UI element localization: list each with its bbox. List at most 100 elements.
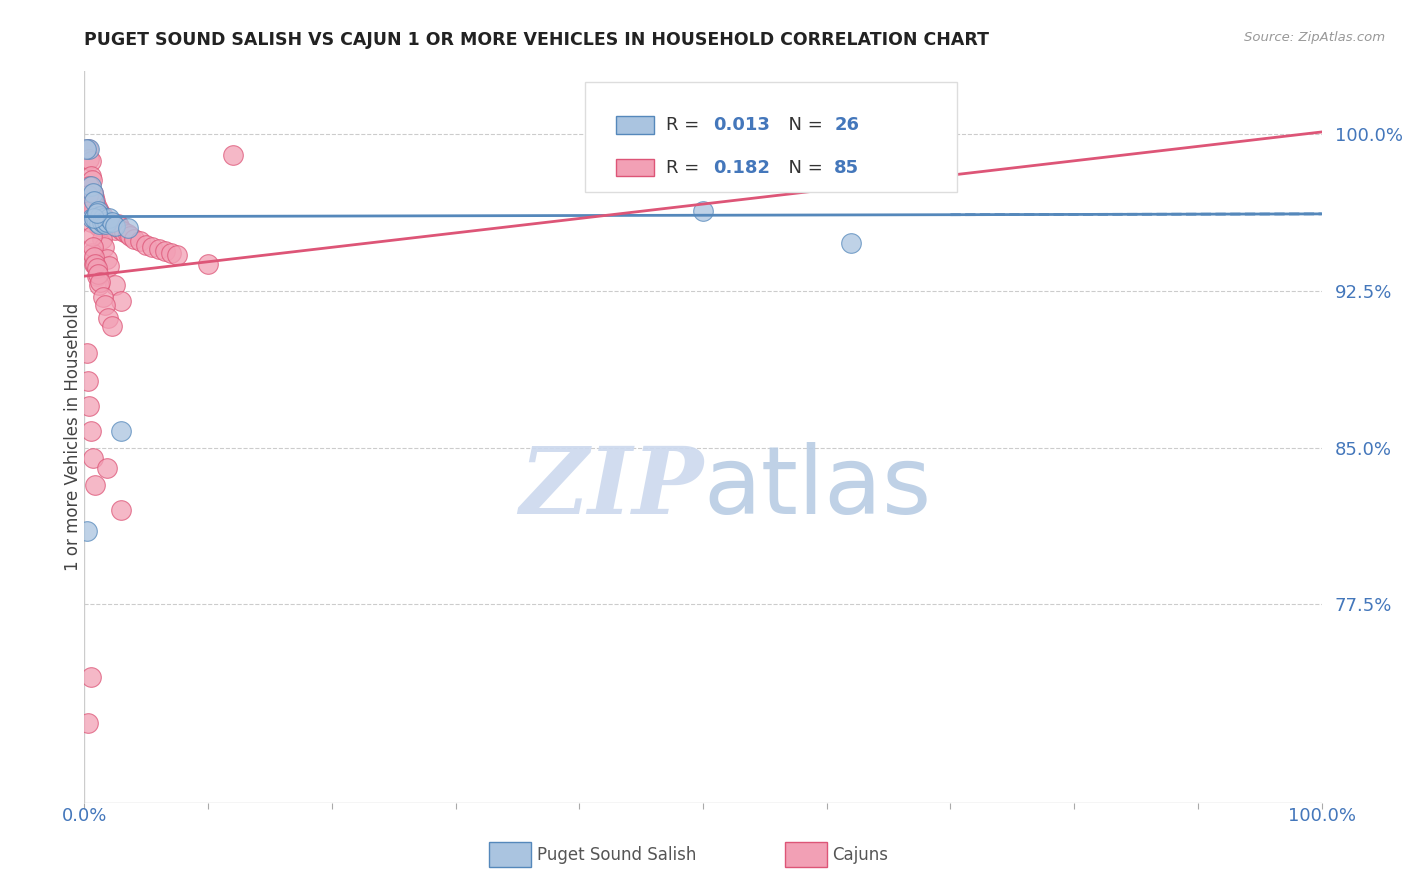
- Point: [96, 215, 118, 229]
- Point: [100, 319, 122, 334]
- Point: [100, 215, 122, 229]
- Point: [110, 223, 132, 237]
- Point: [97, 310, 120, 325]
- Text: Cajuns: Cajuns: [832, 846, 889, 863]
- Text: 100.0%: 100.0%: [1288, 807, 1355, 825]
- Point: [100, 217, 122, 231]
- Point: [80, 173, 103, 187]
- Point: [166, 248, 188, 262]
- Point: [122, 231, 145, 245]
- Point: [79, 154, 101, 169]
- Point: [77, 187, 100, 202]
- Point: [153, 244, 176, 258]
- Point: [80, 194, 103, 208]
- Point: [104, 223, 127, 237]
- Point: [83, 204, 105, 219]
- Point: [117, 227, 139, 242]
- Point: [82, 450, 104, 465]
- Point: [86, 269, 108, 284]
- Point: [77, 142, 100, 156]
- Point: [841, 235, 863, 250]
- Point: [77, 716, 100, 731]
- Point: [112, 225, 135, 239]
- Point: [86, 200, 108, 214]
- Point: [89, 217, 111, 231]
- Point: [82, 198, 104, 212]
- Point: [77, 374, 100, 388]
- Point: [96, 461, 118, 475]
- Text: Puget Sound Salish: Puget Sound Salish: [537, 846, 696, 863]
- Point: [94, 298, 117, 312]
- Text: R =: R =: [666, 159, 704, 177]
- Point: [98, 211, 121, 225]
- Point: [94, 217, 117, 231]
- Point: [91, 209, 114, 223]
- Point: [86, 260, 108, 275]
- Point: [86, 211, 108, 225]
- Point: [89, 276, 111, 290]
- Text: R =: R =: [666, 116, 704, 134]
- Point: [107, 217, 129, 231]
- Text: 0.182: 0.182: [713, 159, 770, 177]
- Point: [79, 204, 101, 219]
- Point: [120, 229, 142, 244]
- Point: [86, 212, 108, 227]
- Point: [84, 194, 107, 208]
- Point: [222, 148, 245, 162]
- Point: [89, 217, 111, 231]
- Point: [96, 252, 118, 267]
- Point: [135, 237, 157, 252]
- Point: [87, 267, 110, 281]
- Text: Source: ZipAtlas.com: Source: ZipAtlas.com: [1244, 31, 1385, 45]
- Point: [89, 277, 111, 292]
- FancyBboxPatch shape: [616, 116, 654, 134]
- Point: [76, 346, 98, 360]
- Point: [83, 257, 105, 271]
- Point: [87, 204, 110, 219]
- Point: [91, 211, 114, 225]
- Text: atlas: atlas: [703, 442, 931, 534]
- Point: [91, 219, 114, 233]
- Point: [79, 179, 101, 194]
- FancyBboxPatch shape: [616, 159, 654, 177]
- Point: [101, 219, 124, 233]
- Text: N =: N =: [778, 159, 828, 177]
- Point: [79, 399, 101, 413]
- Point: [87, 219, 110, 233]
- Point: [129, 234, 152, 248]
- Point: [83, 194, 105, 208]
- Point: [76, 524, 98, 538]
- Text: 0.013: 0.013: [713, 116, 769, 134]
- Text: 26: 26: [834, 116, 859, 134]
- FancyBboxPatch shape: [585, 82, 956, 192]
- Point: [79, 215, 101, 229]
- Point: [90, 212, 112, 227]
- Text: 0.0%: 0.0%: [62, 807, 107, 825]
- Text: N =: N =: [778, 116, 828, 134]
- Point: [84, 478, 107, 492]
- Point: [97, 215, 120, 229]
- Point: [82, 186, 104, 200]
- Point: [83, 211, 105, 225]
- Y-axis label: 1 or more Vehicles in Household: 1 or more Vehicles in Household: [65, 303, 82, 571]
- Point: [93, 240, 115, 254]
- Point: [110, 503, 132, 517]
- Text: ZIP: ZIP: [519, 443, 703, 533]
- Point: [84, 209, 107, 223]
- Point: [98, 217, 121, 231]
- Point: [79, 169, 101, 183]
- Point: [82, 240, 104, 254]
- Point: [104, 277, 127, 292]
- Point: [91, 290, 114, 304]
- Point: [117, 221, 139, 235]
- Point: [141, 240, 163, 254]
- Point: [90, 231, 112, 245]
- Point: [79, 670, 101, 684]
- Text: 85: 85: [834, 159, 859, 177]
- Point: [84, 209, 107, 223]
- Point: [98, 217, 121, 231]
- Point: [692, 204, 714, 219]
- Point: [83, 190, 105, 204]
- Point: [79, 142, 101, 156]
- Point: [148, 242, 170, 256]
